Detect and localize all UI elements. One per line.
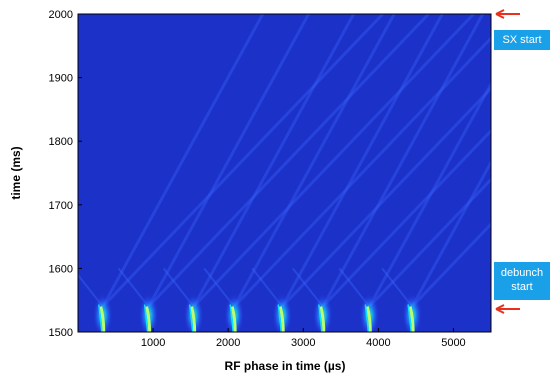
x-tick-label-4000: 4000	[366, 337, 390, 349]
y-tick-label-1600: 1600	[49, 263, 73, 275]
heatmap-bunches	[92, 293, 423, 332]
y-tick-label-1700: 1700	[49, 200, 73, 212]
x-tick-label-5000: 5000	[441, 337, 465, 349]
plot-frame	[77, 13, 492, 333]
bunch-edge-4	[277, 304, 282, 332]
heatmap-streak-1	[147, 14, 430, 308]
heatmap-streak-2	[192, 14, 475, 308]
x-tick-label-1000: 1000	[141, 337, 165, 349]
bunch-edge-2	[188, 304, 194, 332]
x-tick-label-2000: 2000	[216, 337, 240, 349]
sx-start-arrow	[495, 9, 520, 19]
y-axis-title: time (ms)	[9, 146, 23, 199]
x-axis: 1000 2000 3000 4000 5000	[141, 328, 466, 349]
bunch-core-2	[190, 306, 197, 332]
heatmap-streak-2	[192, 14, 355, 308]
bunch-core-5	[319, 306, 326, 332]
y-axis: 1500 1600 1700 1800 1900 2000	[49, 9, 82, 339]
bunch-edge-0	[98, 304, 103, 332]
bunch-core-0	[99, 306, 106, 332]
debunch-start-label: debunch start	[494, 262, 550, 300]
heatmap-streak-3	[232, 14, 396, 308]
debunch-start-line-1: debunch	[500, 267, 544, 279]
bunch-core-7	[408, 306, 415, 332]
bunch-core-6	[365, 306, 372, 332]
bunch-edge-6	[364, 304, 370, 332]
bunch-core-4	[278, 306, 285, 332]
heatmap-streak-5	[321, 14, 485, 308]
y-tick-label-2000: 2000	[49, 9, 73, 21]
bunch-core-3	[230, 306, 237, 332]
heatmap-streak-5	[321, 128, 491, 308]
heatmap-streak-0	[101, 14, 265, 308]
heatmap-streak-7	[410, 159, 491, 308]
bunch-edge-1	[143, 304, 149, 332]
heatmap-stripes	[78, 14, 491, 308]
y-tick-label-1900: 1900	[49, 73, 73, 85]
heatmap-streak-1	[147, 14, 310, 308]
heatmap-streak-6	[368, 177, 491, 308]
heatmap-streak-3	[233, 36, 491, 308]
bunch-core-1	[145, 306, 152, 332]
heatmap-streak-0	[101, 14, 384, 308]
y-tick-label-1800: 1800	[49, 136, 73, 148]
debunch-start-line-2: start	[511, 281, 533, 293]
y-tick-label-1500: 1500	[49, 327, 73, 339]
heatmap-streak-4	[281, 86, 491, 308]
x-axis-title: RF phase in time (µs)	[225, 359, 346, 373]
bunch-edge-7	[407, 304, 412, 332]
bunch-edge-5	[318, 304, 323, 332]
heatmap-streak-6	[368, 81, 491, 308]
x-tick-label-3000: 3000	[291, 337, 315, 349]
heatmap-background	[77, 13, 492, 333]
sx-start-label: SX start	[494, 30, 550, 50]
debunch-start-arrow	[495, 304, 520, 314]
bunch-edge-3	[229, 304, 234, 332]
heatmap-streak-7	[411, 222, 491, 308]
heatmap-streak-4	[280, 14, 444, 308]
